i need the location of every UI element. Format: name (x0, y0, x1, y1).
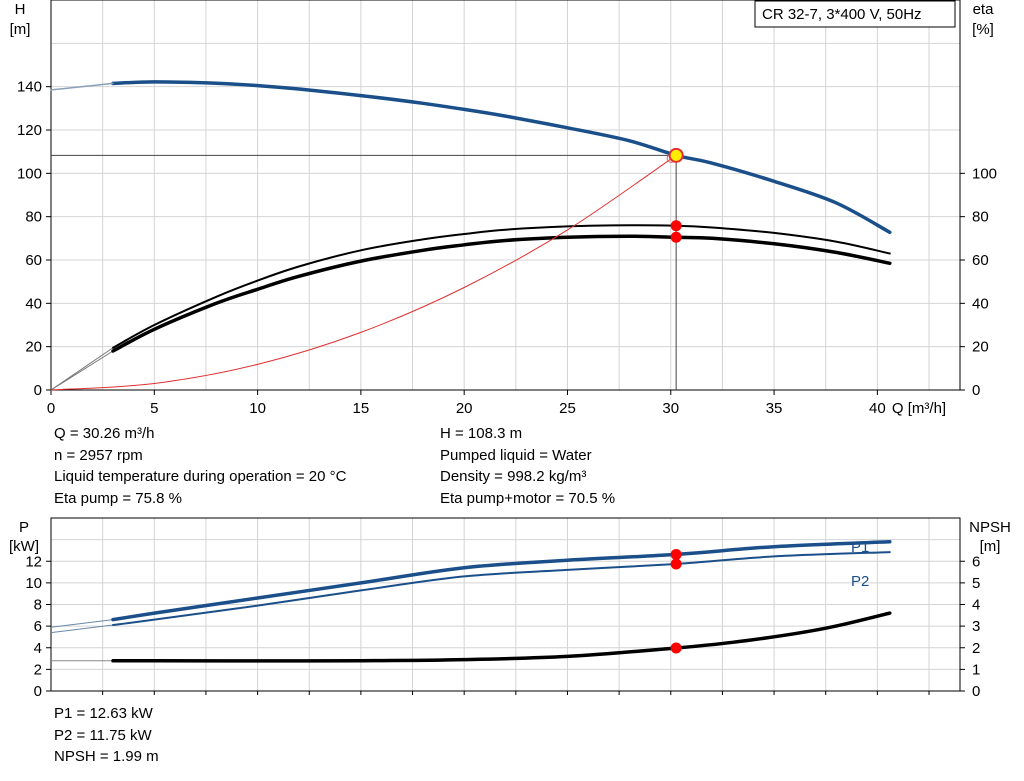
info-top-left: Q = 30.26 m³/h n = 2957 rpm Liquid tempe… (54, 423, 346, 509)
eta-extrapolation-line (50, 350, 114, 391)
y-tick-label-left: 10 (25, 575, 42, 592)
y-tick-label-left: 12 (25, 553, 42, 570)
y-tick-label-left: 0 (34, 683, 42, 700)
info-eta-pump-motor: Eta pump+motor = 70.5 % (440, 489, 616, 507)
operating-point-marker (670, 220, 682, 232)
duty-point-marker (668, 147, 684, 163)
operating-point-marker (670, 642, 682, 654)
x-tick-label: 25 (559, 400, 576, 417)
y-tick-label-left: 20 (25, 339, 42, 356)
info-liquid-temperature: Liquid temperature during operation = 20… (54, 468, 347, 485)
markers-group (670, 548, 682, 654)
series-p1 (111, 540, 892, 622)
plot-frame (50, 0, 961, 391)
series-head-extrapolated (50, 82, 114, 91)
pump-curve-chart: 0 20 40 60 80 100 120 140 0 20 40 60 80 100 0 5 10 15 20 25… (10, 0, 997, 417)
y-tick-label-left: 100 (17, 165, 42, 182)
x-tick-label: 15 (353, 400, 370, 417)
y-tick-label-left: 40 (25, 295, 42, 312)
info-eta-pump: Eta pump = 75.8 % (54, 489, 182, 507)
extrapolation-line (50, 624, 114, 634)
series-eta-pump (112, 224, 891, 349)
x-tick-label: 20 (456, 400, 473, 417)
info-npsh: NPSH = 1.99 m (54, 748, 159, 765)
series-group (50, 540, 892, 663)
series-npsh (111, 611, 892, 663)
y-tick-label-left: 60 (25, 252, 42, 269)
y-tick-label-right: 1 (972, 661, 980, 678)
series-p2 (112, 551, 891, 626)
info-top-right: H = 108.3 m Pumped liquid = Water Densit… (440, 423, 615, 509)
info-density: Density = 998.2 kg/m³ (440, 468, 587, 485)
y-tick-label-left: 120 (17, 122, 42, 139)
info-pumped-liquid: Pumped liquid = Water (440, 446, 592, 464)
series-head-curve (111, 80, 892, 235)
y-tick-label-left: 2 (34, 661, 42, 678)
y-tick-label-right: 100 (972, 165, 997, 182)
extrapolation-line (50, 619, 114, 628)
info-p1: P1 = 12.63 kW (54, 705, 153, 722)
y-tick-label-left: 0 (34, 382, 42, 399)
y-tick-label-right: 5 (972, 575, 980, 592)
y-tick-label-left: 6 (34, 618, 42, 635)
y-tick-label-right: 3 (972, 618, 980, 635)
y-tick-label-right: 60 (972, 252, 989, 269)
info-bottom-left: P1 = 12.63 kW P2 = 11.75 kW NPSH = 1.99 … (54, 703, 159, 768)
y-tick-label-left: 4 (34, 640, 42, 657)
y-axis-label-right-line2: [%] (972, 21, 994, 38)
operating-point-marker (670, 548, 682, 560)
operating-point-marker (670, 231, 682, 243)
y-axis-label-right-line1: eta (973, 1, 995, 18)
y-axis-label-right-line1: NPSH (969, 519, 1011, 536)
x-tick-label: 40 (869, 400, 886, 417)
y-tick-label-left: 8 (34, 597, 42, 614)
x-tick-label: 35 (766, 400, 783, 417)
operating-point-marker (670, 558, 682, 570)
grid (51, 518, 960, 691)
y-tick-label-right: 4 (972, 597, 980, 614)
y-tick-label-right: 40 (972, 295, 989, 312)
y-tick-label-left: 80 (25, 209, 42, 226)
markers-group (51, 147, 684, 390)
info-head: H = 108.3 m (440, 425, 523, 442)
series-group (50, 80, 892, 391)
y-tick-label-right: 0 (972, 683, 980, 700)
info-flow: Q = 30.26 m³/h (54, 425, 155, 442)
y-tick-label-right: 2 (972, 640, 980, 657)
x-tick-label: 30 (662, 400, 679, 417)
x-axis-label: Q [m³/h] (892, 400, 946, 417)
info-p2: P2 = 11.75 kW (54, 726, 152, 744)
grid (51, 0, 960, 390)
y-axis-label-right-line2: [m] (980, 538, 1001, 555)
y-tick-label-right: 6 (972, 553, 980, 570)
y-axis-label-left-line1: P (19, 519, 29, 536)
y-tick-label-right: 0 (972, 382, 980, 399)
y-tick-label-right: 80 (972, 209, 989, 226)
y-axis-label-left-line2: [kW] (9, 538, 39, 555)
title-box (754, 0, 956, 28)
x-tick-label: 5 (150, 400, 158, 417)
x-tick-label: 0 (47, 400, 55, 417)
series-system-curve (50, 154, 677, 391)
y-tick-label-left: 140 (17, 79, 42, 96)
series-eta-pump-motor (111, 234, 892, 353)
series-label-p1: P1 (851, 539, 869, 556)
y-axis-label-left-line2: [m] (10, 21, 31, 38)
y-tick-label-right: 20 (972, 339, 989, 356)
chart-title: CR 32-7, 3*400 V, 50Hz (762, 6, 922, 23)
x-tick-label: 10 (249, 400, 266, 417)
series-label-p2: P2 (851, 573, 869, 590)
axis-ticks: 0 20 40 60 80 100 120 140 0 20 40 60 80 100 0 5 10 15 20 25… (17, 79, 997, 417)
info-speed: n = 2957 rpm (54, 446, 143, 464)
y-axis-label-left-line1: H (15, 1, 26, 18)
